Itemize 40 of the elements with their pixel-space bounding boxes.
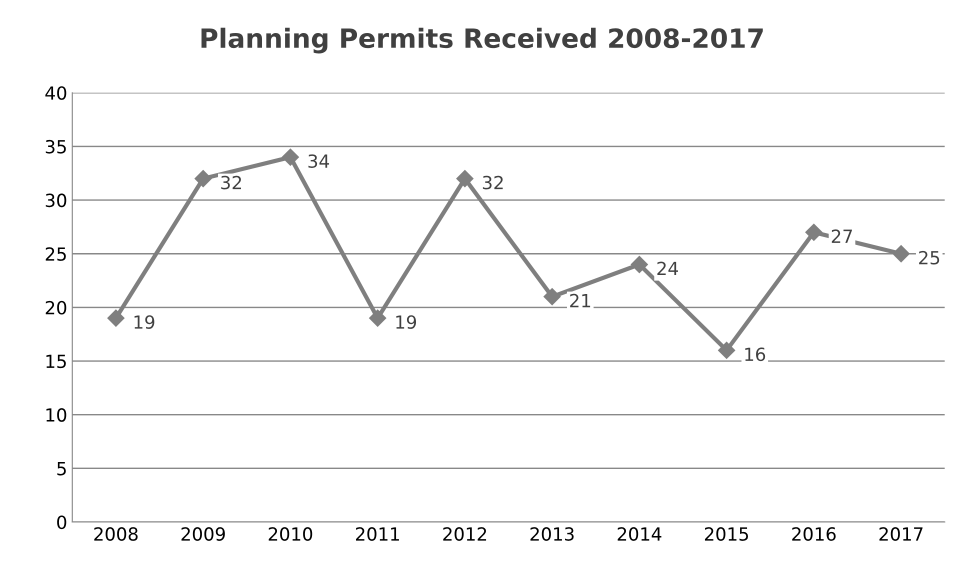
data-label: 32 — [221, 176, 241, 190]
point — [892, 245, 910, 262]
y-tick-label: 15 — [46, 354, 66, 368]
point — [194, 170, 212, 188]
y-tick-label: 0 — [57, 515, 66, 530]
data-label: 34 — [308, 154, 330, 168]
y-tick-label: 5 — [57, 462, 66, 476]
data-label: 19 — [134, 315, 154, 329]
point — [456, 170, 474, 188]
data-label: 25 — [919, 250, 940, 265]
x-tick-label: 2016 — [792, 527, 836, 541]
x-tick-label: 2013 — [530, 527, 574, 541]
x-tick-label: 2012 — [443, 527, 486, 541]
x-tick-label: 2008 — [94, 527, 138, 541]
point — [630, 256, 648, 274]
data-label: 32 — [482, 176, 503, 190]
point — [718, 342, 736, 359]
y-tick-label: 35 — [46, 140, 66, 154]
data-label: 24 — [657, 262, 678, 276]
point — [107, 310, 124, 327]
data-label: 27 — [832, 229, 852, 243]
point — [369, 310, 386, 327]
x-tick-label: 2009 — [182, 527, 225, 541]
x-tick-label: 2011 — [356, 527, 399, 541]
data-label: 16 — [745, 347, 766, 362]
point — [544, 288, 561, 306]
x-tick-label: 2010 — [268, 527, 312, 541]
y-tick-label: 20 — [46, 300, 66, 315]
y-tick-label: 10 — [46, 408, 66, 422]
chart-title: Planning Permits Received 2008-2017 — [202, 28, 763, 54]
point — [282, 148, 299, 166]
point — [805, 224, 822, 241]
y-tick-label: 40 — [45, 86, 66, 100]
data-label: 19 — [396, 315, 416, 329]
x-tick-label: 2017 — [879, 527, 923, 541]
x-tick-label: 2015 — [704, 527, 748, 541]
y-tick-label: 25 — [46, 247, 66, 261]
y-tick-label: 30 — [46, 194, 66, 208]
data-label: 21 — [570, 294, 590, 308]
x-tick-label: 2014 — [618, 527, 662, 541]
